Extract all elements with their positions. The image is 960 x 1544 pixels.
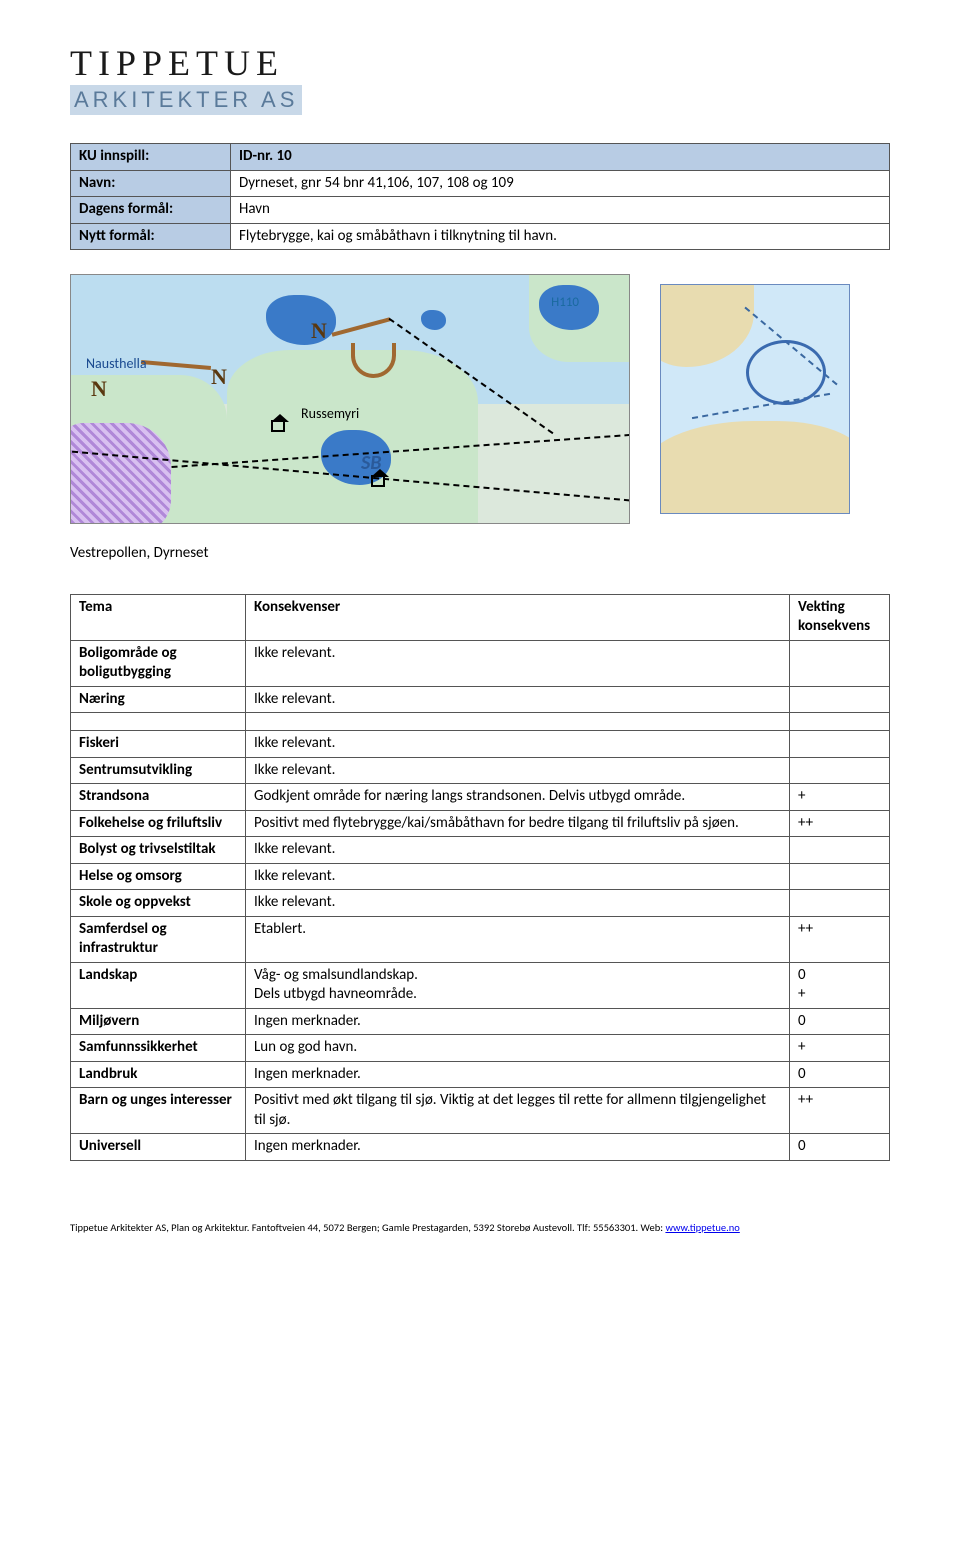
cell-vekt — [790, 686, 890, 713]
cell-tema: Skole og oppvekst — [71, 890, 246, 917]
cell-kons: Våg- og smalsundlandskap. Dels utbygd ha… — [246, 962, 790, 1008]
table-row: SamfunnssikkerhetLun og god havn.+ — [71, 1035, 890, 1062]
cell-tema: Samferdsel og infrastruktur — [71, 916, 246, 962]
map-large: Nausthella N N N Russemyri SB H110 — [70, 274, 630, 524]
cell-kons: Ikke relevant. — [246, 731, 790, 758]
cell-tema: Landskap — [71, 962, 246, 1008]
cell-vekt: + — [790, 1035, 890, 1062]
cell-vekt — [790, 863, 890, 890]
logo-line-2: ARKITEKTER AS — [70, 85, 302, 116]
logo: TIPPETUE ARKITEKTER AS — [70, 40, 890, 115]
cell-vekt: ++ — [790, 810, 890, 837]
main-table: Tema Konsekvenser Vekting konsekvens Bol… — [70, 594, 890, 1161]
table-row: StrandsonaGodkjent område for næring lan… — [71, 784, 890, 811]
cell-tema: Folkehelse og friluftsliv — [71, 810, 246, 837]
cell-vekt — [790, 890, 890, 917]
footer: Tippetue Arkitekter AS, Plan og Arkitekt… — [70, 1221, 890, 1235]
cell-tema: Helse og omsorg — [71, 863, 246, 890]
table-row: LandbrukIngen merknader.0 — [71, 1061, 890, 1088]
map-small — [660, 284, 850, 514]
map-label-russemyri: Russemyri — [301, 405, 359, 423]
cell-kons: Ingen merknader. — [246, 1134, 790, 1161]
map-letter-n: N — [91, 375, 107, 404]
cell-tema: Sentrumsutvikling — [71, 757, 246, 784]
cell-kons: Ikke relevant. — [246, 640, 790, 686]
table-row: UniversellIngen merknader.0 — [71, 1134, 890, 1161]
info-table: KU innspill:ID-nr. 10Navn:Dyrneset, gnr … — [70, 143, 890, 250]
map-label-nausthella: Nausthella — [86, 355, 147, 373]
cell-kons: Positivt med økt tilgang til sjø. Viktig… — [246, 1088, 790, 1134]
table-row: Bolyst og trivselstiltakIkke relevant. — [71, 837, 890, 864]
cell-vekt: + — [790, 784, 890, 811]
table-row: Folkehelse og friluftslivPositivt med fl… — [71, 810, 890, 837]
table-row: LandskapVåg- og smalsundlandskap. Dels u… — [71, 962, 890, 1008]
info-value: ID-nr. 10 — [231, 144, 890, 171]
cell-kons: Ikke relevant. — [246, 757, 790, 784]
table-row: MiljøvernIngen merknader.0 — [71, 1008, 890, 1035]
table-row: Helse og omsorgIkke relevant. — [71, 863, 890, 890]
info-label: Navn: — [71, 170, 231, 197]
map-letter-n: N — [211, 363, 227, 392]
footer-link[interactable]: www.tippetue.no — [665, 1221, 739, 1234]
map-caption: Vestrepollen, Dyrneset — [70, 544, 890, 564]
info-value: Flytebrygge, kai og småbåthavn i tilknyt… — [231, 223, 890, 250]
cell-kons: Lun og god havn. — [246, 1035, 790, 1062]
cell-tema: Samfunnssikkerhet — [71, 1035, 246, 1062]
cell-vekt: 0 — [790, 1008, 890, 1035]
cell-tema: Fiskeri — [71, 731, 246, 758]
cell-vekt — [790, 640, 890, 686]
info-value: Havn — [231, 197, 890, 224]
info-label: Dagens formål: — [71, 197, 231, 224]
cell-tema: Bolyst og trivselstiltak — [71, 837, 246, 864]
cell-kons: Ikke relevant. — [246, 890, 790, 917]
cell-tema: Landbruk — [71, 1061, 246, 1088]
spacer-row — [71, 713, 890, 731]
map-row: Nausthella N N N Russemyri SB H110 — [70, 274, 890, 524]
cell-kons: Ikke relevant. — [246, 863, 790, 890]
cell-tema: Miljøvern — [71, 1008, 246, 1035]
cell-vekt: 0 — [790, 1061, 890, 1088]
table-row: NæringIkke relevant. — [71, 686, 890, 713]
map-letter-n: N — [311, 317, 327, 346]
map-label-sb: SB — [361, 450, 382, 476]
cell-vekt: 0 + — [790, 962, 890, 1008]
cell-vekt: 0 — [790, 1134, 890, 1161]
cell-kons: Godkjent område for næring langs strands… — [246, 784, 790, 811]
cell-kons: Ikke relevant. — [246, 837, 790, 864]
cell-kons: Ingen merknader. — [246, 1061, 790, 1088]
cell-kons: Ingen merknader. — [246, 1008, 790, 1035]
cell-kons: Ikke relevant. — [246, 686, 790, 713]
table-row: SentrumsutviklingIkke relevant. — [71, 757, 890, 784]
cell-vekt — [790, 757, 890, 784]
footer-text: Tippetue Arkitekter AS, Plan og Arkitekt… — [70, 1221, 665, 1234]
cell-tema: Næring — [71, 686, 246, 713]
cell-kons: Etablert. — [246, 916, 790, 962]
map-small-circle — [746, 340, 826, 405]
cell-tema: Barn og unges interesser — [71, 1088, 246, 1134]
table-row: Skole og oppvekstIkke relevant. — [71, 890, 890, 917]
info-label: KU innspill: — [71, 144, 231, 171]
th-kons: Konsekvenser — [246, 594, 790, 640]
table-row: Samferdsel og infrastrukturEtablert.++ — [71, 916, 890, 962]
table-row: FiskeriIkke relevant. — [71, 731, 890, 758]
cell-vekt — [790, 837, 890, 864]
info-label: Nytt formål: — [71, 223, 231, 250]
th-tema: Tema — [71, 594, 246, 640]
logo-line-1: TIPPETUE — [70, 40, 890, 87]
table-row: Barn og unges interesserPositivt med økt… — [71, 1088, 890, 1134]
cell-vekt — [790, 731, 890, 758]
cell-tema: Boligområde og boligutbygging — [71, 640, 246, 686]
map-label-h110: H110 — [551, 295, 579, 312]
cell-tema: Strandsona — [71, 784, 246, 811]
th-vekt: Vekting konsekvens — [790, 594, 890, 640]
cell-vekt: ++ — [790, 916, 890, 962]
table-row: Boligområde og boligutbyggingIkke releva… — [71, 640, 890, 686]
cell-kons: Positivt med flytebrygge/kai/småbåthavn … — [246, 810, 790, 837]
cell-vekt: ++ — [790, 1088, 890, 1134]
cell-tema: Universell — [71, 1134, 246, 1161]
info-value: Dyrneset, gnr 54 bnr 41,106, 107, 108 og… — [231, 170, 890, 197]
